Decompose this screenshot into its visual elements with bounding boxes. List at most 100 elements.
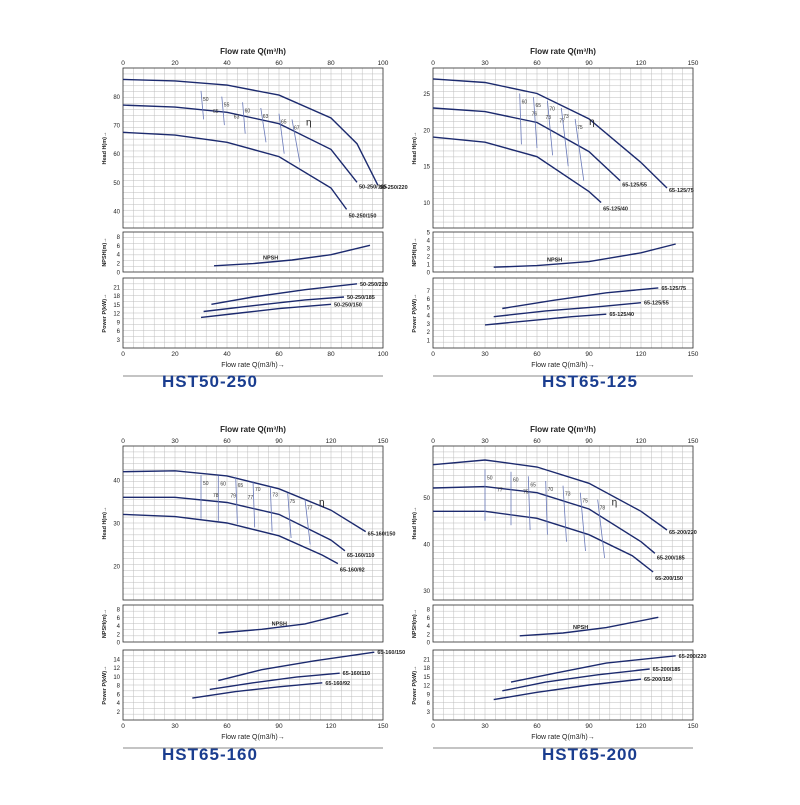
efficiency-label: 70	[255, 487, 261, 493]
efficiency-label: 75	[582, 499, 588, 505]
bottom-x-tick-label: 20	[171, 351, 179, 358]
bottom-x-tick-label: 90	[275, 723, 283, 730]
series-line-65-125-40	[484, 313, 607, 326]
bottom-x-tick-label: 30	[481, 723, 489, 730]
top-x-tick-label: 80	[327, 60, 335, 67]
panel-frame	[432, 649, 694, 721]
chart-hst65-125: Flow rate Q(m³/h)Flow rate Q(m3/h)→00303…	[412, 47, 699, 377]
efficiency-label: 63	[234, 115, 240, 121]
series-label-65-160-110: 65-160/110	[347, 553, 375, 559]
y-tick-label: 4	[427, 314, 431, 320]
efficiency-label: 77	[497, 487, 503, 493]
bottom-x-tick-label: 150	[688, 723, 699, 730]
y-axis-label: Head H(m)→	[102, 131, 108, 164]
series-line-65-160-92	[122, 513, 339, 565]
y-tick-label: 50	[423, 496, 430, 502]
efficiency-isoline	[562, 485, 567, 542]
bottom-x-tick-label: 120	[636, 723, 647, 730]
series-line-65-200-185	[502, 668, 650, 692]
y-tick-label: 10	[113, 675, 120, 681]
y-tick-label: 6	[427, 616, 431, 622]
bottom-x-tick-label: 90	[585, 723, 593, 730]
npsh-panel: 0 2 4 6 8 NPSH(m)→ NPSH	[102, 604, 384, 647]
y-tick-label: 8	[427, 608, 431, 614]
power-panel: 2 4 6 8 10 12 14 Power P(kW)→ 65-160/150 65-160/1…	[102, 649, 405, 721]
y-tick-label: 6	[427, 297, 431, 303]
efficiency-label: 60	[220, 482, 226, 488]
top-x-tick-label: 60	[533, 60, 541, 67]
y-tick-label: 15	[423, 165, 430, 171]
y-tick-label: 3	[427, 322, 431, 328]
series-line-65-200-185	[432, 485, 656, 554]
series-label-50-250-150: 50-250/150	[334, 302, 362, 308]
y-axis-label: NPSH(m)→	[102, 237, 108, 266]
series-line-65-125-40	[432, 136, 602, 204]
efficiency-label: 67	[294, 125, 300, 131]
y-tick-label: 1	[427, 338, 431, 344]
chart-caption-hst50-250: HST50-250	[162, 372, 258, 391]
y-axis-label: Power P(kW)→	[102, 665, 108, 704]
efficiency-label: 55	[224, 103, 230, 109]
y-tick-label: 3	[117, 338, 121, 344]
y-tick-label: 8	[117, 608, 121, 614]
series-line-65-200-220	[510, 655, 676, 683]
y-tick-label: 7	[427, 289, 431, 295]
bottom-x-tick-label: 60	[533, 351, 541, 358]
top-x-tick-label: 120	[636, 438, 647, 445]
y-tick-label: 3	[427, 247, 431, 253]
efficiency-label: 76	[532, 111, 538, 117]
efficiency-isoline	[597, 499, 605, 559]
series-line-npsh	[519, 616, 659, 637]
y-tick-label: 15	[423, 675, 430, 681]
efficiency-isoline	[252, 481, 256, 528]
bottom-x-tick-label: 120	[326, 723, 337, 730]
y-tick-label: 12	[423, 684, 430, 690]
series-line-65-160-110	[209, 672, 340, 691]
series-line-50-250-185	[203, 296, 345, 313]
y-tick-label: 21	[423, 657, 430, 663]
panel-frame	[432, 231, 694, 273]
bottom-axis-title: Flow rate Q(m3/h)→	[221, 734, 284, 741]
y-tick-label: 2	[117, 710, 121, 716]
y-tick-label: 18	[423, 666, 430, 672]
y-tick-label: 6	[117, 329, 121, 335]
top-axis-title: Flow rate Q(m³/h)	[530, 47, 596, 56]
top-x-tick-label: 90	[275, 438, 283, 445]
top-x-tick-label: 120	[326, 438, 337, 445]
series-label-65-160-92: 65-160/92	[340, 568, 365, 574]
efficiency-isoline	[547, 100, 553, 156]
npsh-curve-label: NPSH	[547, 258, 562, 264]
y-tick-label: 2	[427, 330, 431, 336]
series-line-50-250-220	[211, 283, 358, 305]
bottom-x-tick-label: 60	[223, 723, 231, 730]
efficiency-label: 73	[272, 493, 278, 499]
series-line-65-160-92	[192, 682, 323, 699]
efficiency-label: 77	[307, 505, 313, 511]
y-axis-label: Head H(m)→	[412, 506, 418, 539]
power-panel: 1 2 3 4 5 6 7 Power P(kW)→ 65-125/75 65-125/55 65-…	[412, 277, 694, 349]
efficiency-label: 65	[238, 483, 244, 489]
series-line-50-250-185	[122, 104, 358, 183]
series-label-65-160-150: 65-160/150	[377, 650, 405, 656]
chart-caption-hst65-125: HST65-125	[542, 372, 638, 391]
power-panel: 3 6 9 12 15 18 21 Power P(kW)→ 65-200/220 65-200/…	[412, 649, 707, 721]
series-label-65-200-150: 65-200/150	[655, 576, 683, 582]
y-axis-label: Power P(kW)→	[412, 293, 418, 332]
efficiency-isoline	[221, 96, 225, 126]
top-x-tick-label: 0	[121, 438, 125, 445]
efficiency-label: 50	[203, 97, 209, 103]
chart-caption-hst65-160: HST65-160	[162, 745, 258, 764]
y-tick-label: 8	[117, 235, 121, 241]
series-line-npsh	[218, 612, 349, 634]
npsh-curve-label: NPSH	[263, 256, 278, 262]
panel-frame	[432, 445, 694, 601]
efficiency-label: 75	[523, 490, 529, 496]
top-axis-title: Flow rate Q(m³/h)	[220, 425, 286, 434]
efficiency-label: 77	[248, 495, 254, 501]
y-tick-label: 50	[113, 181, 120, 187]
series-line-50-250-150	[200, 303, 332, 319]
efficiency-isoline	[287, 493, 292, 539]
y-tick-label: 40	[113, 479, 120, 485]
top-x-tick-label: 0	[431, 438, 435, 445]
